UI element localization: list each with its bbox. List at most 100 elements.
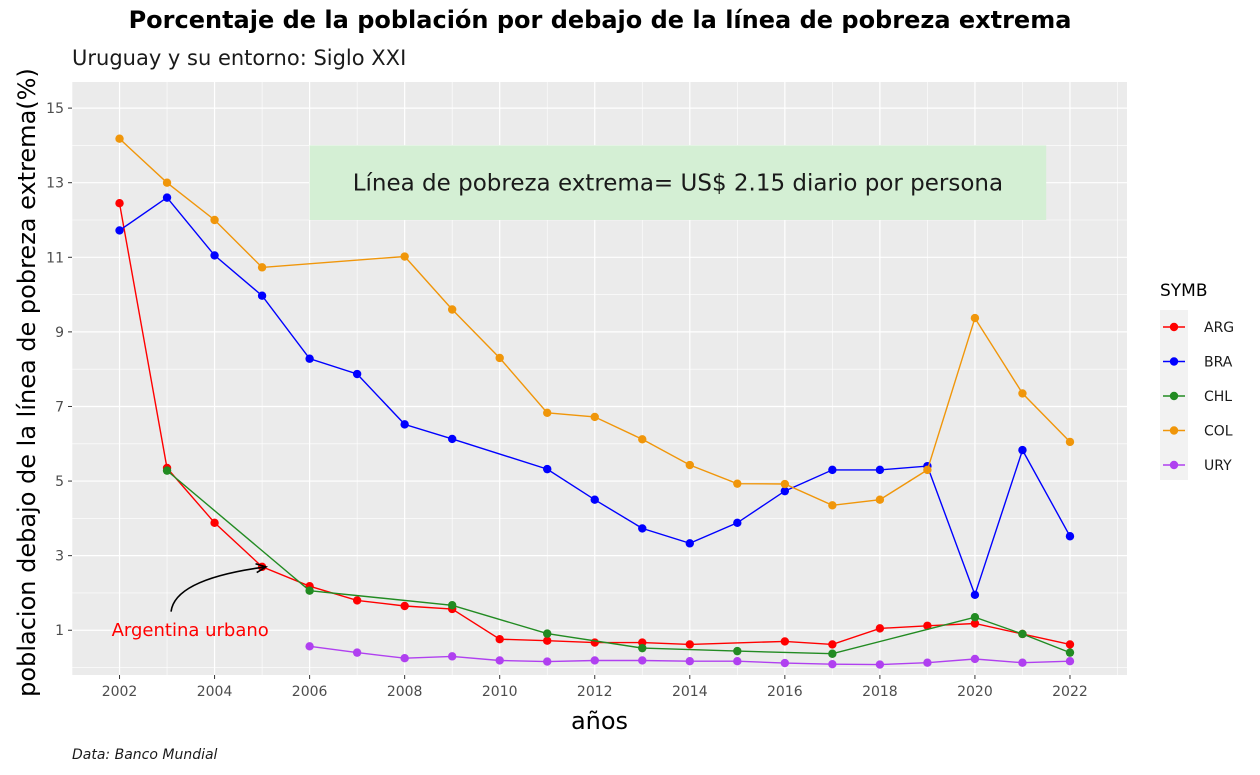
data-point-bra xyxy=(162,193,172,202)
data-point-chl xyxy=(1018,629,1027,639)
data-point-col xyxy=(257,263,267,272)
data-point-ury xyxy=(543,657,552,666)
argentina-annotation: Argentina urbano xyxy=(112,562,269,641)
legend-label: CHL xyxy=(1204,389,1232,405)
data-point-arg xyxy=(115,199,124,208)
data-point-ury xyxy=(638,656,647,665)
legend-item-arg: ARG xyxy=(1163,320,1234,336)
data-point-bra xyxy=(400,420,409,429)
x-tick-label: 2004 xyxy=(197,684,233,700)
series-bra xyxy=(115,193,1075,600)
legend-item-col: COL xyxy=(1163,424,1233,440)
data-point-ury xyxy=(590,656,599,665)
y-tick-label: 9 xyxy=(55,325,64,341)
data-point-bra xyxy=(447,434,457,444)
note-box xyxy=(309,145,1047,220)
legend-label: ARG xyxy=(1204,320,1234,336)
data-point-arg xyxy=(780,637,790,646)
data-point-col xyxy=(495,353,504,363)
data-point-chl xyxy=(733,646,742,656)
y-axis-title: poblacion debajo de la línea de pobreza … xyxy=(13,68,41,697)
data-point-arg xyxy=(923,621,932,630)
data-point-ury xyxy=(352,648,362,657)
data-point-arg xyxy=(1065,640,1075,649)
data-point-bra xyxy=(828,465,837,475)
data-point-bra xyxy=(352,369,362,379)
data-point-chl xyxy=(828,649,837,658)
data-point-col xyxy=(162,178,172,187)
data-point-chl xyxy=(543,629,552,638)
data-point-bra xyxy=(685,539,694,548)
data-point-col xyxy=(1065,437,1075,447)
x-tick-label: 2008 xyxy=(387,684,423,700)
series-layer xyxy=(115,134,1075,669)
legend-label: COL xyxy=(1204,424,1233,440)
legend-key-point xyxy=(1169,426,1179,435)
data-point-ury xyxy=(1065,657,1075,666)
y-tick-label: 11 xyxy=(46,250,64,266)
data-point-ury xyxy=(495,656,504,665)
data-point-ury xyxy=(828,659,837,669)
data-point-arg xyxy=(875,624,885,633)
chart-title: Porcentaje de la población por debajo de… xyxy=(129,6,1072,34)
legend-label: URY xyxy=(1204,458,1232,474)
series-col xyxy=(115,134,1075,510)
data-point-col xyxy=(685,460,694,470)
legend-item-bra: BRA xyxy=(1163,355,1233,371)
data-point-arg xyxy=(828,640,837,649)
data-point-ury xyxy=(685,657,694,666)
x-tick-label: 2018 xyxy=(862,684,898,700)
y-tick-label: 5 xyxy=(55,474,64,490)
legend: SYMB ARG BRA CHL COL URY xyxy=(1160,281,1234,480)
y-tick-label: 15 xyxy=(46,101,64,117)
data-point-bra xyxy=(638,524,647,533)
y-tick-label: 3 xyxy=(55,549,64,565)
data-point-col xyxy=(828,501,837,510)
annotation-arrowhead xyxy=(255,562,269,574)
data-point-col xyxy=(638,435,647,444)
data-point-arg xyxy=(400,601,409,611)
data-point-arg xyxy=(352,596,362,605)
data-point-ury xyxy=(923,658,932,667)
x-tick-label: 2002 xyxy=(102,684,138,700)
x-tick-label: 2020 xyxy=(957,684,993,700)
data-point-bra xyxy=(970,590,980,600)
series-line-chl xyxy=(166,470,1071,655)
data-point-chl xyxy=(162,466,172,475)
data-point-col xyxy=(590,412,599,422)
y-tick-label: 7 xyxy=(55,399,64,415)
note-text: Línea de pobreza extrema= US$ 2.15 diari… xyxy=(353,171,1003,197)
data-point-col xyxy=(543,408,552,418)
data-point-bra xyxy=(590,495,599,504)
legend-item-chl: CHL xyxy=(1163,389,1232,405)
data-point-col xyxy=(875,495,885,504)
data-point-bra xyxy=(305,354,314,363)
y-tick-label: 1 xyxy=(55,623,64,639)
data-point-ury xyxy=(447,652,457,661)
data-point-ury xyxy=(733,657,742,666)
chart-caption: Data: Banco Mundial xyxy=(72,747,218,763)
x-axis: 2002 2004 2006 2008 2010 2012 2014 2016 2018 2020… xyxy=(102,675,1088,700)
data-point-ury xyxy=(970,654,980,664)
data-point-ury xyxy=(1018,658,1027,667)
series-line-bra xyxy=(119,196,1071,597)
data-point-bra xyxy=(543,464,552,474)
x-axis-title: años xyxy=(571,707,628,735)
data-point-bra xyxy=(875,465,885,475)
data-point-arg xyxy=(590,638,599,647)
x-tick-label: 2010 xyxy=(482,684,518,700)
data-point-arg xyxy=(685,640,694,649)
legend-title: SYMB xyxy=(1160,281,1208,301)
data-point-chl xyxy=(638,643,647,653)
data-point-bra xyxy=(1018,445,1027,455)
annotation-arrow xyxy=(170,566,267,612)
series-ury xyxy=(305,642,1075,669)
data-point-arg xyxy=(210,518,219,528)
annotation-text: Argentina urbano xyxy=(112,620,269,641)
data-point-arg xyxy=(495,634,504,644)
series-chl xyxy=(162,466,1075,658)
data-point-chl xyxy=(1065,648,1075,657)
data-point-ury xyxy=(875,660,885,669)
